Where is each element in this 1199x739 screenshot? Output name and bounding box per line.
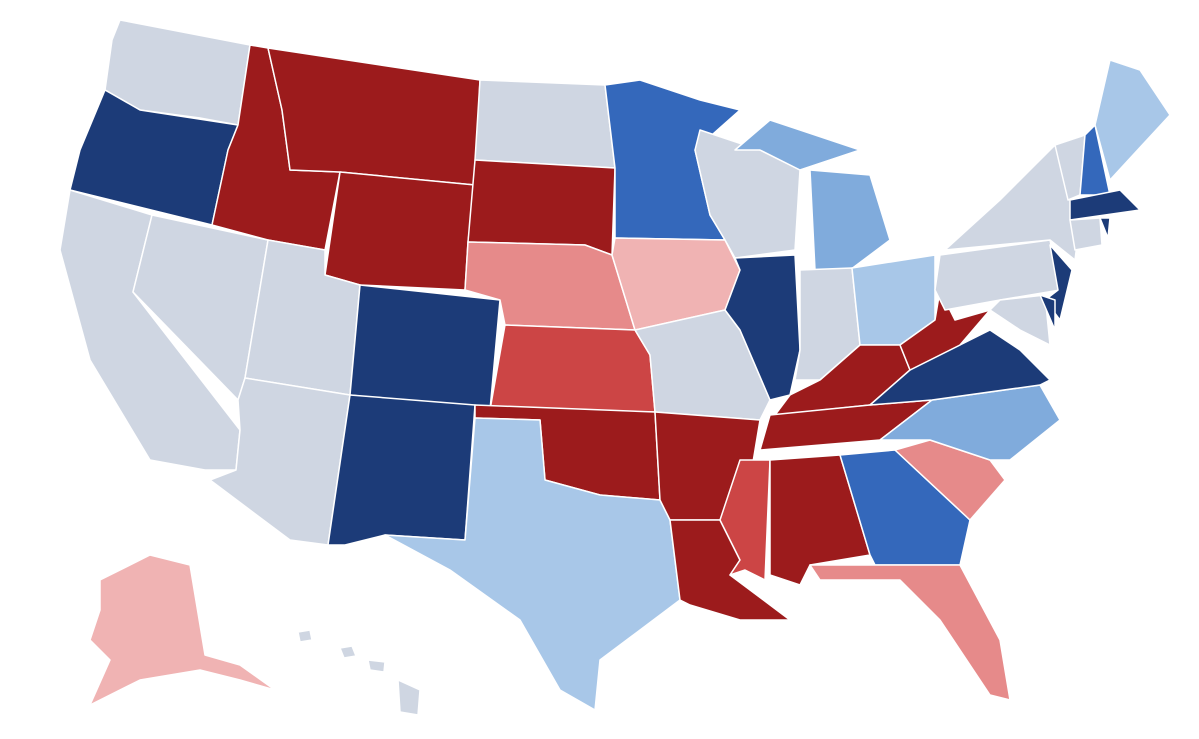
state — [1069, 217, 1103, 251]
state — [899, 289, 991, 371]
state — [474, 79, 616, 169]
state — [297, 629, 313, 643]
state — [809, 169, 891, 271]
state — [397, 679, 421, 716]
state — [719, 459, 771, 581]
state — [989, 294, 1051, 346]
state — [734, 119, 861, 171]
state — [327, 394, 476, 546]
state — [894, 439, 1006, 521]
state — [1069, 189, 1141, 221]
states — [59, 19, 1171, 716]
state — [467, 159, 616, 256]
state — [367, 659, 386, 673]
state — [724, 254, 801, 401]
state — [1039, 294, 1056, 331]
state — [349, 284, 501, 411]
state — [489, 324, 656, 413]
state — [339, 645, 357, 659]
state — [89, 554, 276, 706]
state — [267, 47, 481, 186]
state — [384, 417, 681, 711]
state — [324, 171, 476, 291]
state — [1099, 217, 1111, 239]
state — [1094, 59, 1171, 181]
state — [809, 564, 1011, 701]
